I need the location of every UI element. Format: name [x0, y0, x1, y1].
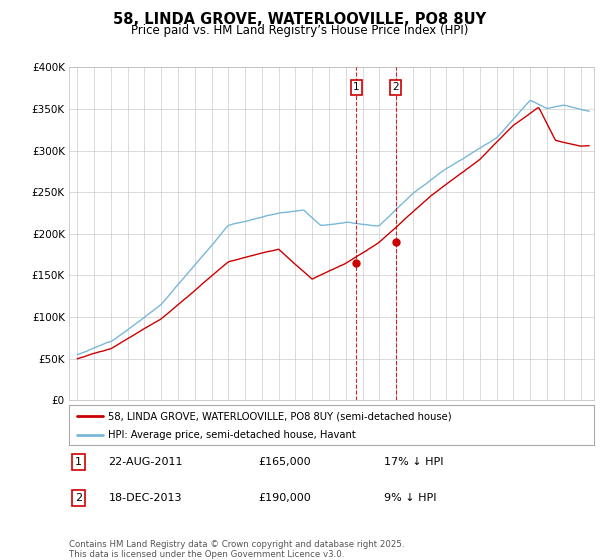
Text: 9% ↓ HPI: 9% ↓ HPI	[384, 493, 437, 503]
Text: 1: 1	[353, 82, 360, 92]
Text: 1: 1	[75, 457, 82, 467]
Text: 22-AUG-2011: 22-AUG-2011	[109, 457, 183, 467]
Text: 2: 2	[75, 493, 82, 503]
Text: Price paid vs. HM Land Registry’s House Price Index (HPI): Price paid vs. HM Land Registry’s House …	[131, 24, 469, 36]
Text: 58, LINDA GROVE, WATERLOOVILLE, PO8 8UY (semi-detached house): 58, LINDA GROVE, WATERLOOVILLE, PO8 8UY …	[109, 411, 452, 421]
Text: 17% ↓ HPI: 17% ↓ HPI	[384, 457, 443, 467]
Text: 18-DEC-2013: 18-DEC-2013	[109, 493, 182, 503]
Text: 58, LINDA GROVE, WATERLOOVILLE, PO8 8UY: 58, LINDA GROVE, WATERLOOVILLE, PO8 8UY	[113, 12, 487, 27]
Text: £165,000: £165,000	[258, 457, 311, 467]
Text: Contains HM Land Registry data © Crown copyright and database right 2025.
This d: Contains HM Land Registry data © Crown c…	[69, 540, 404, 559]
Text: HPI: Average price, semi-detached house, Havant: HPI: Average price, semi-detached house,…	[109, 430, 356, 440]
Text: 2: 2	[392, 82, 399, 92]
Text: £190,000: £190,000	[258, 493, 311, 503]
